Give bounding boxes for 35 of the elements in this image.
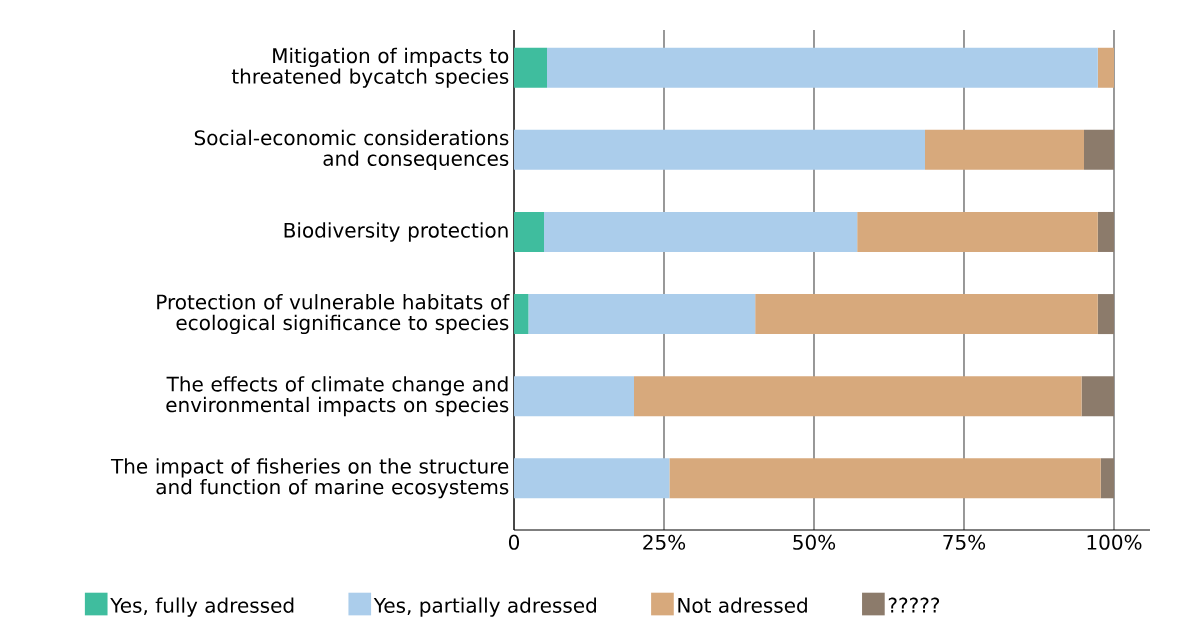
y-tick-label: Protection of vulnerable habitats of ecological significance to species xyxy=(157,294,510,335)
bar xyxy=(544,211,858,252)
bar xyxy=(514,47,547,88)
legend-label: Not adressed xyxy=(678,597,807,613)
bar xyxy=(528,294,756,335)
bar xyxy=(925,129,1084,170)
y-tick-label: The impact of fisheries on the structure and function of marine ecosystems xyxy=(110,458,509,499)
bar xyxy=(514,376,634,417)
bar xyxy=(755,294,1098,335)
bar xyxy=(1081,376,1114,417)
bar xyxy=(1097,47,1114,88)
bar xyxy=(514,458,670,499)
x-tick-label: 0 xyxy=(508,534,520,550)
bar xyxy=(547,47,1098,88)
bar xyxy=(634,376,1082,417)
y-tick-label: Mitigation of impacts to threatened bycatch species xyxy=(231,47,509,88)
legend-label: Yes, partially adressed xyxy=(373,597,596,617)
y-tick-label: The effects of climate change and environmental impacts on species xyxy=(166,376,509,417)
y-tick-label: Biodiversity protection xyxy=(284,222,508,242)
bar xyxy=(1083,129,1114,170)
bar xyxy=(514,129,925,170)
y-tick-label: Social-economic considerations and consequences xyxy=(194,129,509,170)
bar xyxy=(857,211,1098,252)
x-tick-label: 25% xyxy=(643,534,686,550)
bar xyxy=(1097,211,1114,252)
x-tick-label: 50% xyxy=(793,534,836,550)
legend-label: Yes, fully adressed xyxy=(110,597,294,617)
bar xyxy=(514,211,544,252)
bar xyxy=(1097,294,1114,335)
x-tick-label: 100% xyxy=(1087,534,1142,550)
legend-label: ????? xyxy=(888,597,940,613)
bar xyxy=(1100,458,1114,499)
bar xyxy=(669,458,1101,499)
x-tick-label: 75% xyxy=(943,534,986,550)
bar xyxy=(514,294,529,335)
